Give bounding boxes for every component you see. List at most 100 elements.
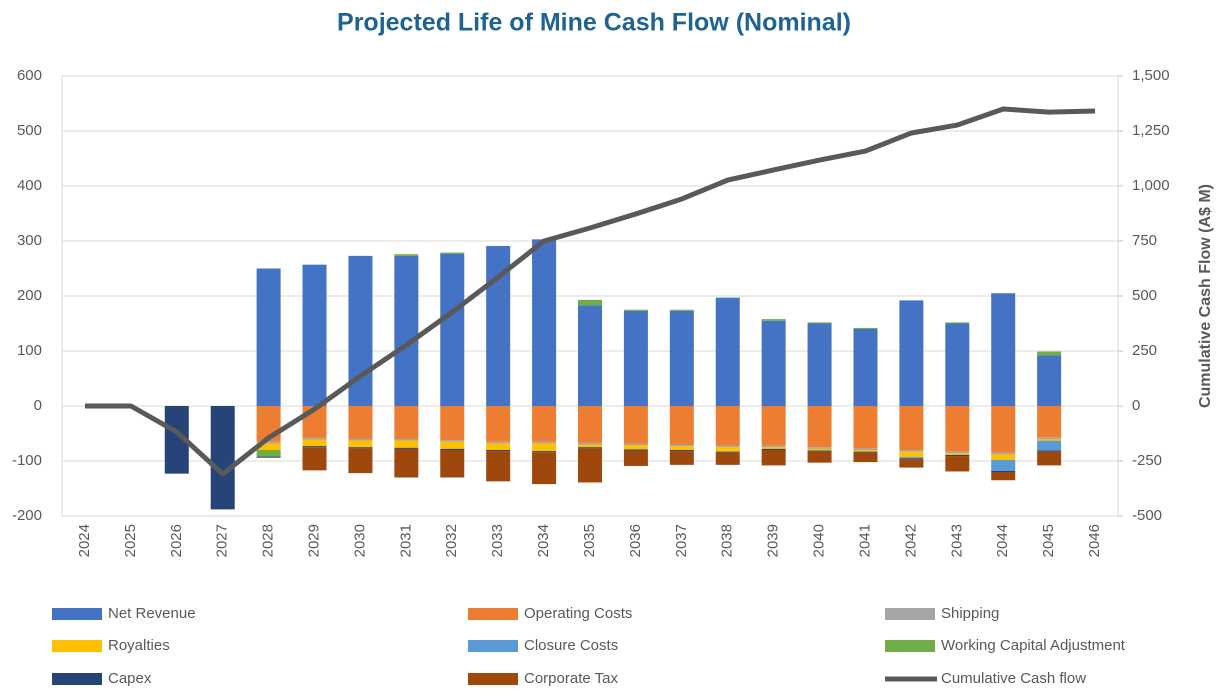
bar-segment — [623, 449, 648, 451]
legend-label: Operating Costs — [524, 605, 632, 622]
bar-segment — [256, 456, 281, 458]
bar-segment — [394, 439, 419, 441]
bar-segment — [1037, 406, 1062, 438]
bar-segment — [1037, 439, 1062, 441]
legend-label: Shipping — [941, 605, 999, 622]
y2-tick-label: 1,000 — [1132, 177, 1170, 194]
x-tick-label: 2041 — [856, 524, 873, 557]
x-tick-label: 2040 — [811, 524, 828, 557]
bar-segment — [807, 451, 832, 463]
y-tick-label: 300 — [17, 232, 42, 249]
bar-segment — [669, 451, 694, 465]
bar-segment — [302, 437, 327, 440]
x-tick-label: 2042 — [902, 524, 919, 557]
x-tick-label: 2043 — [948, 524, 965, 557]
x-tick-label: 2026 — [168, 524, 185, 557]
bar-segment — [532, 443, 557, 452]
bar-segment — [623, 310, 648, 406]
legend-swatch — [468, 673, 518, 685]
y2-tick-label: 500 — [1132, 287, 1157, 304]
bar-segment — [669, 446, 694, 450]
bar-segment — [945, 451, 970, 454]
legend-swatch — [468, 608, 518, 620]
bar-segment — [991, 472, 1016, 481]
bar-segment — [945, 322, 970, 324]
bar-segment — [1037, 451, 1062, 466]
bar-segment — [440, 252, 465, 254]
bar-segment — [394, 406, 419, 439]
bar-segment — [532, 239, 557, 406]
y-tick-label: 400 — [17, 177, 42, 194]
bar-segment — [991, 470, 1016, 472]
x-tick-label: 2034 — [535, 524, 552, 557]
bar-segment — [715, 447, 740, 452]
bar-segment — [899, 459, 924, 468]
y-tick-label: -100 — [12, 452, 42, 469]
y2-tick-label: -500 — [1132, 507, 1162, 524]
legend-label: Royalties — [108, 637, 170, 654]
bar-segment — [578, 442, 602, 445]
bar-segment — [899, 300, 924, 406]
bar-segment — [715, 406, 740, 446]
y2-tick-label: 0 — [1132, 397, 1140, 414]
bar-segment — [256, 268, 281, 406]
x-tick-label: 2031 — [397, 524, 414, 557]
bar-segment — [532, 451, 557, 453]
legend-label: Corporate Tax — [524, 670, 618, 687]
legend-swatch — [52, 640, 102, 652]
bar-segment — [578, 448, 602, 483]
bar-segment — [440, 406, 465, 441]
x-tick-label: 2044 — [994, 524, 1011, 557]
bar-segment — [578, 299, 602, 306]
y-tick-label: 500 — [17, 122, 42, 139]
bar-segment — [761, 448, 786, 450]
legend-label: Working Capital Adjustment — [941, 637, 1126, 654]
bar-segment — [807, 323, 832, 406]
y2-tick-label: 1,250 — [1132, 122, 1170, 139]
bar-segment — [302, 264, 327, 406]
line-series — [84, 106, 1096, 477]
x-tick-label: 2036 — [627, 524, 644, 557]
bar-segment — [256, 441, 281, 444]
x-tick-label: 2038 — [719, 524, 736, 557]
y-tick-label: 0 — [34, 397, 42, 414]
bar-segment — [945, 453, 970, 455]
bar-segment — [945, 456, 970, 472]
bar-segment — [394, 447, 419, 449]
bar-segment — [256, 450, 281, 457]
bar-segment — [945, 454, 970, 457]
bar-segment — [899, 451, 924, 458]
bar-segment — [394, 255, 419, 406]
bar-segment — [623, 309, 648, 311]
x-tick-label: 2035 — [581, 524, 598, 557]
bar-segment — [853, 450, 878, 452]
bar-segment — [991, 452, 1016, 455]
x-tick-label: 2046 — [1086, 524, 1103, 557]
bar-segment — [1037, 450, 1062, 452]
bar-segment — [807, 447, 832, 449]
bar-segment — [623, 450, 648, 466]
legend-label: Net Revenue — [108, 605, 196, 622]
bar-segment — [715, 297, 740, 406]
x-tick-label: 2030 — [351, 524, 368, 557]
bar-segment — [348, 439, 373, 441]
bar-segment — [486, 451, 511, 482]
legend-swatch — [885, 640, 935, 652]
bar-segment — [440, 441, 465, 449]
bar-segment — [761, 320, 786, 406]
y2-tick-label: 750 — [1132, 232, 1157, 249]
bar-segment — [761, 450, 786, 466]
bar-segment — [899, 450, 924, 452]
bar-segment — [807, 406, 832, 448]
bar-segment — [486, 443, 511, 450]
bar-segment — [945, 323, 970, 406]
bar-segment — [669, 444, 694, 447]
x-tick-label: 2037 — [673, 524, 690, 557]
bar-segment — [440, 448, 465, 450]
y2-tick-label: -250 — [1132, 452, 1162, 469]
bar-segment — [302, 446, 327, 448]
bar-segment — [807, 450, 832, 452]
bar-segment — [945, 406, 970, 452]
bar-segment — [440, 253, 465, 406]
x-tick-label: 2039 — [765, 524, 782, 557]
